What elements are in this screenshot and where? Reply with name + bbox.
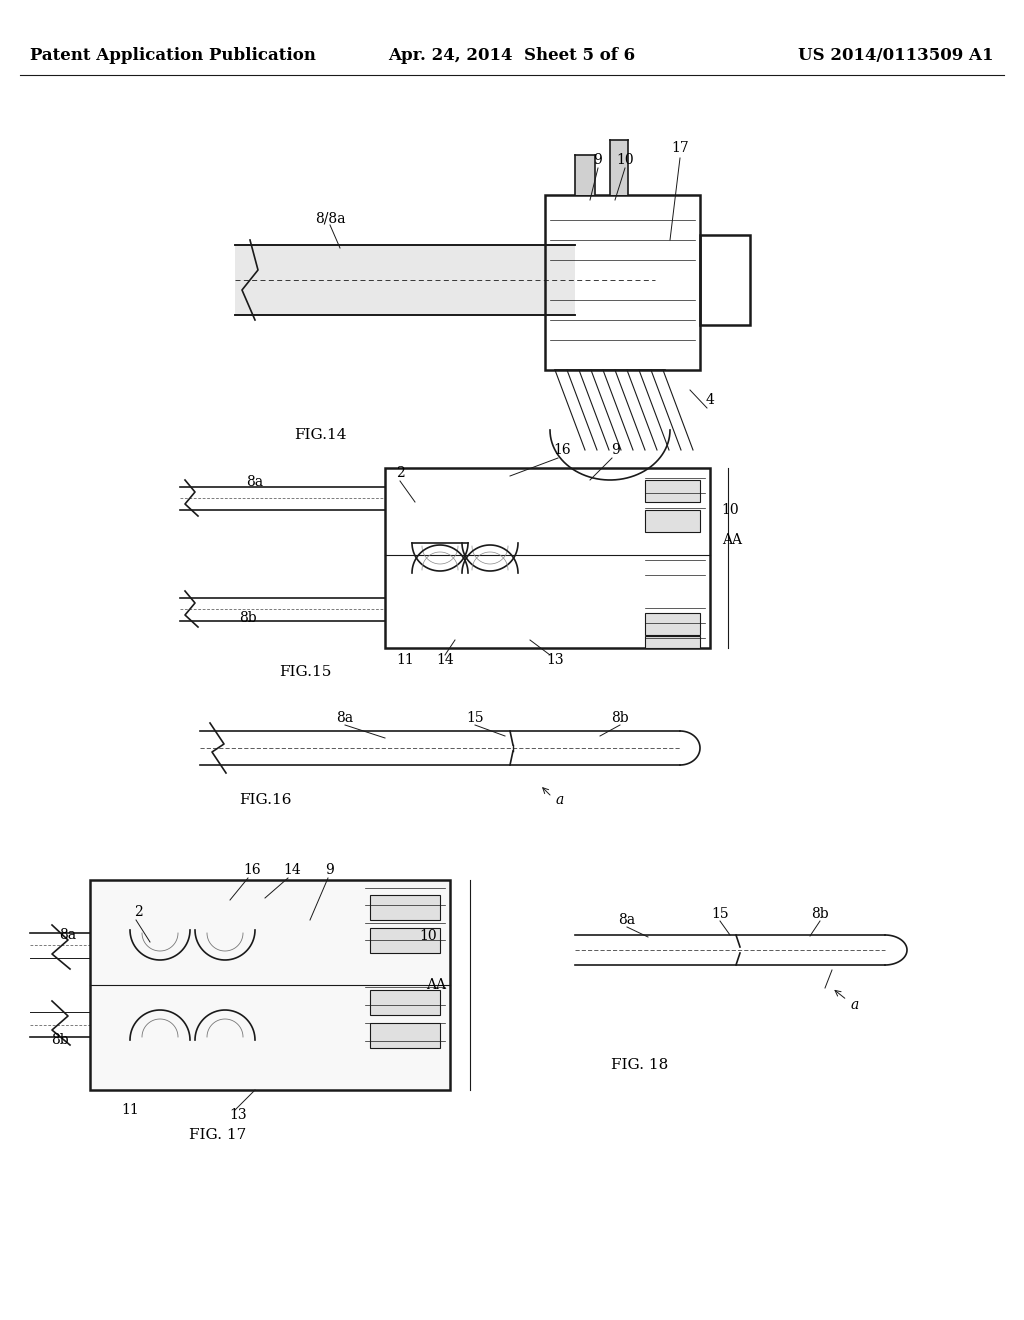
Bar bbox=[90, 880, 450, 1090]
Text: 15: 15 bbox=[466, 711, 483, 725]
Text: FIG.16: FIG.16 bbox=[239, 793, 291, 807]
Bar bbox=[700, 235, 750, 325]
Text: 8a: 8a bbox=[59, 928, 77, 942]
Text: a: a bbox=[851, 998, 859, 1012]
Text: 8/8a: 8/8a bbox=[314, 211, 345, 224]
Bar bbox=[645, 612, 700, 635]
Bar bbox=[385, 469, 710, 648]
Text: 8a: 8a bbox=[247, 475, 263, 488]
Bar bbox=[545, 195, 700, 370]
Text: AA: AA bbox=[722, 533, 742, 546]
Bar bbox=[370, 1023, 440, 1048]
Bar bbox=[370, 895, 440, 920]
Text: 11: 11 bbox=[396, 653, 414, 667]
Text: 8a: 8a bbox=[618, 913, 636, 927]
Text: 13: 13 bbox=[229, 1107, 247, 1122]
Text: 16: 16 bbox=[553, 444, 570, 457]
Text: 10: 10 bbox=[419, 929, 437, 942]
Text: US 2014/0113509 A1: US 2014/0113509 A1 bbox=[799, 46, 994, 63]
Text: 10: 10 bbox=[721, 503, 738, 517]
Text: FIG. 17: FIG. 17 bbox=[189, 1129, 247, 1142]
Text: 13: 13 bbox=[546, 653, 564, 667]
Text: 9: 9 bbox=[594, 153, 602, 168]
Text: 8b: 8b bbox=[51, 1034, 69, 1047]
Text: 15: 15 bbox=[712, 907, 729, 921]
Text: 4: 4 bbox=[706, 393, 715, 407]
Text: 11: 11 bbox=[121, 1104, 139, 1117]
Text: 2: 2 bbox=[395, 466, 404, 480]
Bar bbox=[370, 928, 440, 953]
Text: 16: 16 bbox=[243, 863, 261, 876]
Text: 8a: 8a bbox=[337, 711, 353, 725]
Bar bbox=[645, 480, 700, 502]
Text: 14: 14 bbox=[436, 653, 454, 667]
Bar bbox=[645, 636, 700, 648]
Text: 9: 9 bbox=[611, 444, 621, 457]
Text: FIG.14: FIG.14 bbox=[294, 428, 346, 442]
Text: AA: AA bbox=[426, 978, 446, 993]
Bar bbox=[610, 140, 628, 195]
Text: Patent Application Publication: Patent Application Publication bbox=[30, 46, 315, 63]
Text: Apr. 24, 2014  Sheet 5 of 6: Apr. 24, 2014 Sheet 5 of 6 bbox=[388, 46, 636, 63]
Text: FIG.15: FIG.15 bbox=[279, 665, 331, 678]
Bar bbox=[234, 246, 575, 315]
Text: 17: 17 bbox=[671, 141, 689, 154]
Bar bbox=[370, 990, 440, 1015]
Text: 14: 14 bbox=[283, 863, 301, 876]
Text: a: a bbox=[556, 793, 564, 807]
Text: 8b: 8b bbox=[240, 611, 257, 624]
Text: 8b: 8b bbox=[611, 711, 629, 725]
Text: 10: 10 bbox=[616, 153, 634, 168]
Text: 2: 2 bbox=[133, 906, 142, 919]
Text: 8b: 8b bbox=[811, 907, 828, 921]
Text: 9: 9 bbox=[326, 863, 335, 876]
Bar bbox=[575, 154, 595, 195]
Text: FIG. 18: FIG. 18 bbox=[611, 1059, 669, 1072]
Bar bbox=[645, 510, 700, 532]
